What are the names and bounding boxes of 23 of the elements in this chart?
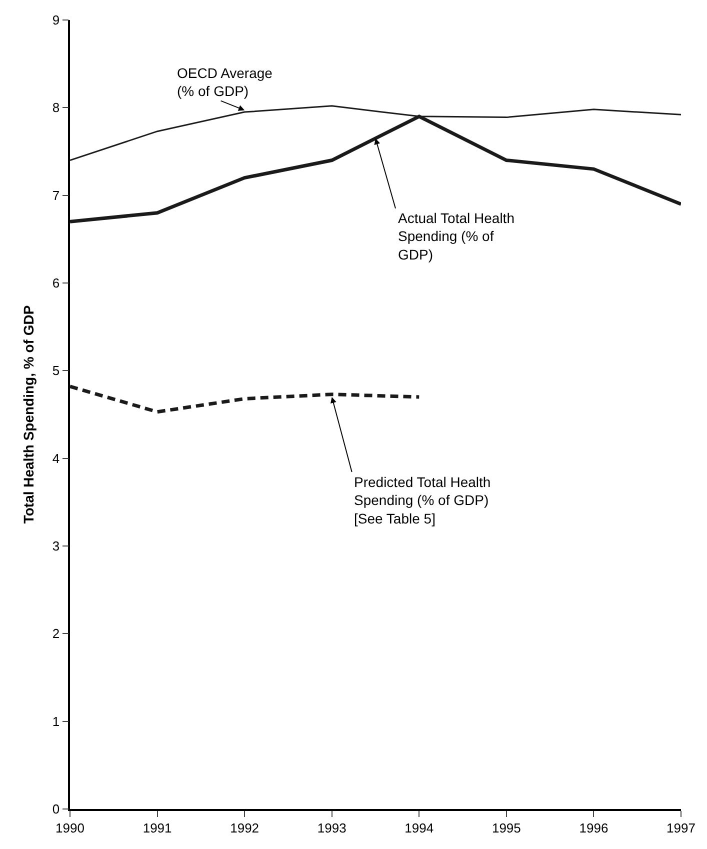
- y-tick-label: 5: [52, 363, 60, 378]
- y-tick-label: 9: [52, 12, 60, 28]
- y-tick-label: 7: [52, 188, 60, 203]
- y-tick-label: 1: [52, 714, 60, 729]
- x-tick-label: 1995: [492, 820, 521, 836]
- y-tick-label: 6: [52, 276, 60, 291]
- x-tick-label: 1993: [317, 820, 346, 836]
- x-tick-label: 1991: [142, 820, 172, 836]
- y-tick-label: 3: [52, 538, 60, 554]
- y-axis-title: Total Health Spending, % of GDP: [20, 305, 37, 524]
- x-tick-label: 1994: [404, 820, 434, 836]
- line-series: [70, 384, 421, 414]
- y-tick-label: 4: [52, 450, 60, 466]
- y-tick-label: 0: [52, 802, 60, 817]
- x-tick-label: 1997: [666, 820, 696, 836]
- x-tick-label: 1992: [230, 820, 260, 836]
- x-tick-label: 1990: [56, 820, 84, 836]
- annotation: OECD Average (% of GDP): [177, 65, 273, 100]
- y-tick-label: 8: [52, 100, 60, 116]
- y-tick-label: 2: [52, 626, 60, 642]
- annotation: Actual Total Health Spending (% of GDP): [398, 210, 514, 262]
- x-tick-label: 1996: [579, 820, 608, 836]
- annotation: Predicted Total Health Spending (% of GDP) [See Table 5]: [354, 474, 491, 526]
